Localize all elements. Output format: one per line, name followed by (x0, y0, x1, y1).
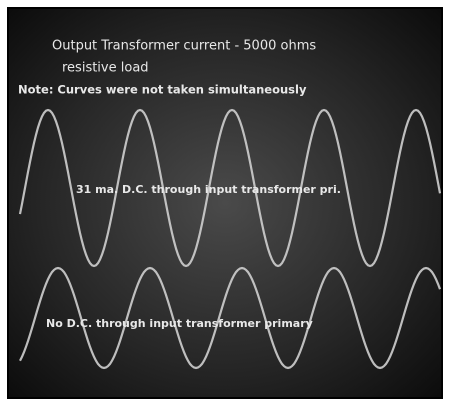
caption-line: resistive load (62, 61, 149, 76)
trace-label: 31 ma. D.C. through input transformer pr… (76, 183, 341, 196)
caption-note: Note: Curves were not taken simultaneous… (18, 83, 307, 97)
trace-label: No D.C. through input transformer primar… (46, 317, 313, 330)
trace-upper (18, 108, 442, 268)
caption-line: Output Transformer current - 5000 ohms (52, 39, 316, 54)
screen (7, 7, 443, 399)
trace-lower (19, 266, 442, 370)
